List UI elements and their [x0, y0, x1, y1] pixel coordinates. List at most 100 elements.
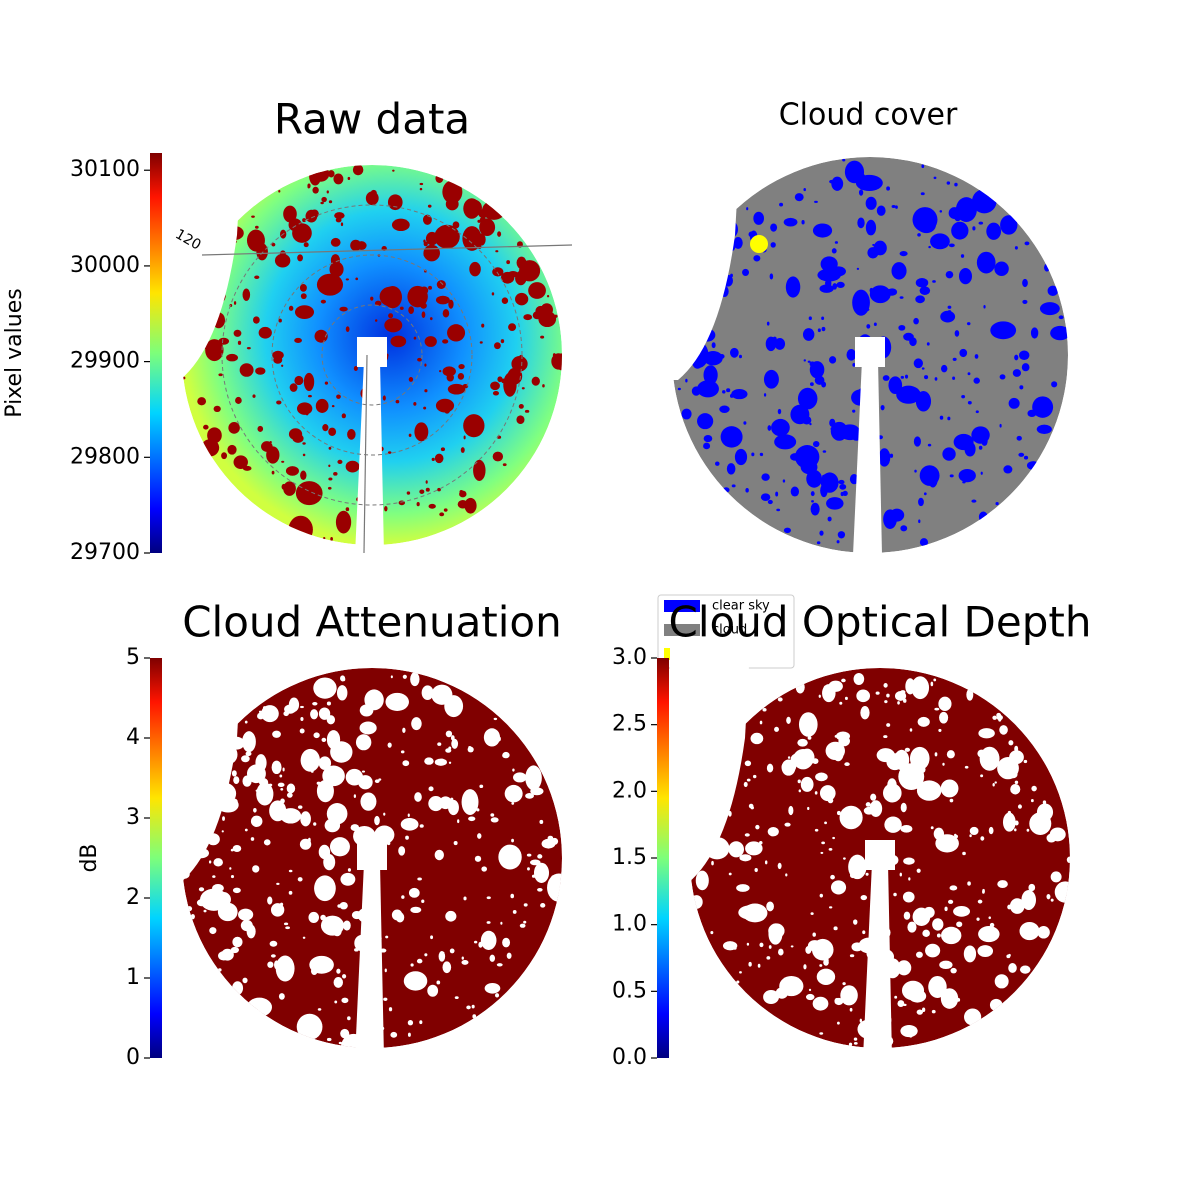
image-blob — [836, 810, 841, 816]
image-blob — [238, 908, 254, 921]
image-blob — [359, 721, 377, 735]
image-blob — [912, 907, 931, 926]
image-blob — [852, 362, 856, 367]
image-blob — [385, 935, 389, 939]
image-blob — [334, 1000, 338, 1004]
image-blob — [299, 728, 305, 734]
legend-swatch — [664, 600, 700, 612]
image-blob — [995, 501, 999, 506]
image-blob — [858, 189, 864, 196]
image-blob — [900, 1024, 918, 1038]
image-blob — [524, 409, 530, 413]
image-blob — [421, 899, 425, 904]
polar-grid — [321, 304, 423, 406]
image-blob — [227, 444, 237, 455]
image-blob — [1037, 925, 1050, 939]
image-blob — [341, 413, 346, 419]
image-blob — [931, 1009, 936, 1014]
image-blob — [484, 983, 501, 994]
image-blob — [923, 492, 927, 496]
legend-label: cloud — [712, 623, 747, 638]
colorbar-tick-label: 5 — [126, 645, 140, 670]
image-blob — [759, 452, 764, 457]
image-blob — [324, 381, 329, 385]
image-blob — [201, 439, 220, 457]
image-blob — [512, 909, 517, 914]
image-blob — [239, 363, 254, 377]
image-blob — [328, 464, 331, 468]
image-blob — [321, 737, 327, 742]
image-blob — [922, 929, 930, 937]
image-blob — [427, 984, 439, 997]
image-blob — [1030, 327, 1039, 339]
colorbar — [150, 658, 162, 1058]
colorbar-tick-label: 4 — [126, 725, 140, 750]
image-blob — [865, 196, 877, 210]
image-blob — [395, 399, 400, 404]
image-blob — [444, 695, 464, 718]
image-blob — [952, 376, 956, 380]
image-blob — [336, 968, 341, 974]
image-blob — [313, 732, 320, 739]
image-blob — [743, 781, 748, 787]
image-blob — [326, 730, 341, 750]
image-blob — [1026, 461, 1040, 470]
image-blob — [471, 1004, 475, 1009]
image-blob — [945, 270, 954, 279]
image-blob — [956, 921, 963, 928]
image-blob — [417, 877, 422, 881]
image-blob — [916, 1009, 923, 1015]
image-blob — [767, 826, 779, 837]
image-blob — [1050, 325, 1068, 341]
image-blob — [811, 500, 814, 503]
image-blob — [384, 968, 387, 973]
image-blob — [837, 531, 846, 539]
image-blob — [1022, 299, 1028, 304]
image-blob — [1062, 889, 1070, 895]
image-blob — [414, 792, 422, 802]
image-blob — [275, 955, 295, 982]
image-blob — [1014, 828, 1017, 832]
image-blob — [245, 751, 252, 757]
image-blob — [196, 899, 207, 907]
image-blob — [821, 381, 827, 388]
image-blob — [434, 224, 460, 249]
image-blob — [754, 867, 758, 873]
image-blob — [799, 748, 815, 767]
image-blob — [357, 169, 362, 174]
image-blob — [777, 862, 782, 870]
sun-marker — [750, 235, 768, 253]
image-blob — [252, 865, 260, 873]
image-blob — [395, 912, 405, 923]
image-blob — [237, 340, 242, 345]
image-blob — [417, 357, 422, 362]
image-blob — [540, 903, 546, 908]
image-blob — [1012, 369, 1022, 377]
image-blob — [883, 735, 888, 739]
image-blob — [894, 995, 898, 999]
image-blob — [775, 491, 779, 497]
polar-grid — [221, 204, 523, 506]
image-blob — [283, 922, 289, 926]
image-blob — [278, 993, 285, 1000]
image-blob — [408, 377, 414, 382]
image-blob — [526, 853, 532, 857]
image-blob — [967, 401, 972, 405]
image-blob — [374, 319, 378, 322]
image-blob — [921, 164, 925, 169]
image-blob — [494, 342, 501, 350]
image-blob — [962, 481, 966, 484]
image-blob — [496, 963, 503, 967]
image-blob — [340, 872, 356, 886]
image-blob — [370, 296, 374, 301]
image-blob — [537, 854, 543, 859]
image-blob — [502, 463, 507, 467]
image-blob — [795, 680, 805, 694]
image-blob — [217, 968, 222, 972]
image-blob — [235, 333, 239, 337]
image-blob — [726, 463, 736, 475]
image-blob — [267, 896, 273, 905]
image-blob — [903, 332, 914, 341]
image-blob — [978, 445, 983, 450]
image-blob — [425, 231, 439, 246]
